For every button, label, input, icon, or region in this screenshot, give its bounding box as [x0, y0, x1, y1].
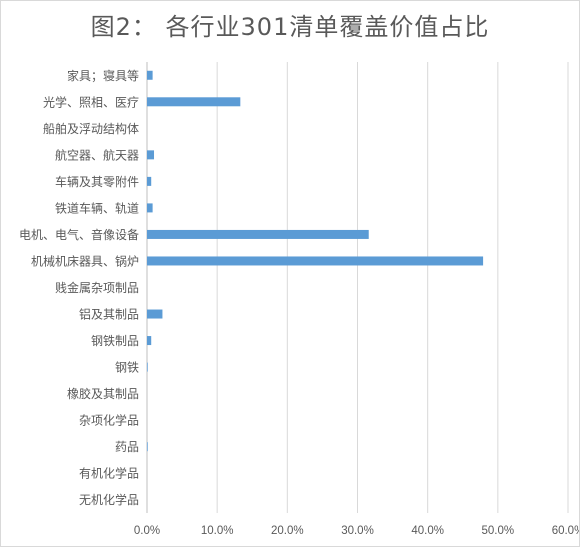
- x-tick-labels: 0.0% 10.0% 20.0% 30.0% 40.0% 50.0% 60.0%: [134, 525, 579, 537]
- bar: [147, 309, 163, 319]
- category-label: 家具；寝具等: [67, 68, 139, 83]
- bar: [147, 336, 152, 346]
- category-label: 航空器、航天器: [55, 147, 139, 162]
- x-tick-label: 40.0%: [411, 525, 444, 537]
- category-label: 药品: [115, 440, 139, 454]
- bar: [147, 150, 155, 160]
- category-label: 电机、电气、音像设备: [19, 227, 139, 242]
- category-label: 贱金属杂项制品: [55, 280, 139, 295]
- category-label: 船舶及浮动结构体: [43, 121, 139, 136]
- category-label: 无机化学品: [79, 492, 139, 507]
- x-tick-label: 0.0%: [134, 525, 160, 537]
- category-label: 光学、照相、医疗: [43, 94, 139, 109]
- category-label: 钢铁制品: [91, 334, 139, 348]
- bar: [147, 229, 369, 239]
- x-tick-label: 30.0%: [341, 525, 374, 537]
- bar: [147, 176, 152, 186]
- x-tick-label: 10.0%: [201, 525, 234, 537]
- chart-title: 图2： 各行业301清单覆盖价值占比: [90, 13, 490, 41]
- bar: [147, 97, 241, 107]
- bar: [147, 362, 148, 372]
- category-label: 钢铁: [115, 361, 139, 375]
- bar: [147, 70, 153, 80]
- category-labels: 家具；寝具等光学、照相、医疗船舶及浮动结构体航空器、航天器车辆及其零附件铁道车辆…: [19, 68, 139, 507]
- category-label: 铁道车辆、轨道: [55, 200, 139, 215]
- gridlines: [146, 62, 569, 513]
- bar: [147, 442, 148, 452]
- x-tick-label: 50.0%: [482, 525, 515, 537]
- bar: [147, 203, 153, 213]
- category-label: 橡胶及其制品: [67, 386, 139, 401]
- bar: [147, 256, 484, 266]
- x-tick-label: 20.0%: [271, 525, 304, 537]
- x-tick-label: 60.0%: [552, 525, 579, 537]
- category-label: 机械机床器具、锅炉: [31, 253, 139, 268]
- category-label: 杂项化学品: [79, 413, 139, 428]
- category-label: 有机化学品: [79, 466, 139, 481]
- category-label: 车辆及其零附件: [55, 174, 139, 189]
- category-label: 铝及其制品: [79, 307, 139, 322]
- bars: [147, 70, 484, 452]
